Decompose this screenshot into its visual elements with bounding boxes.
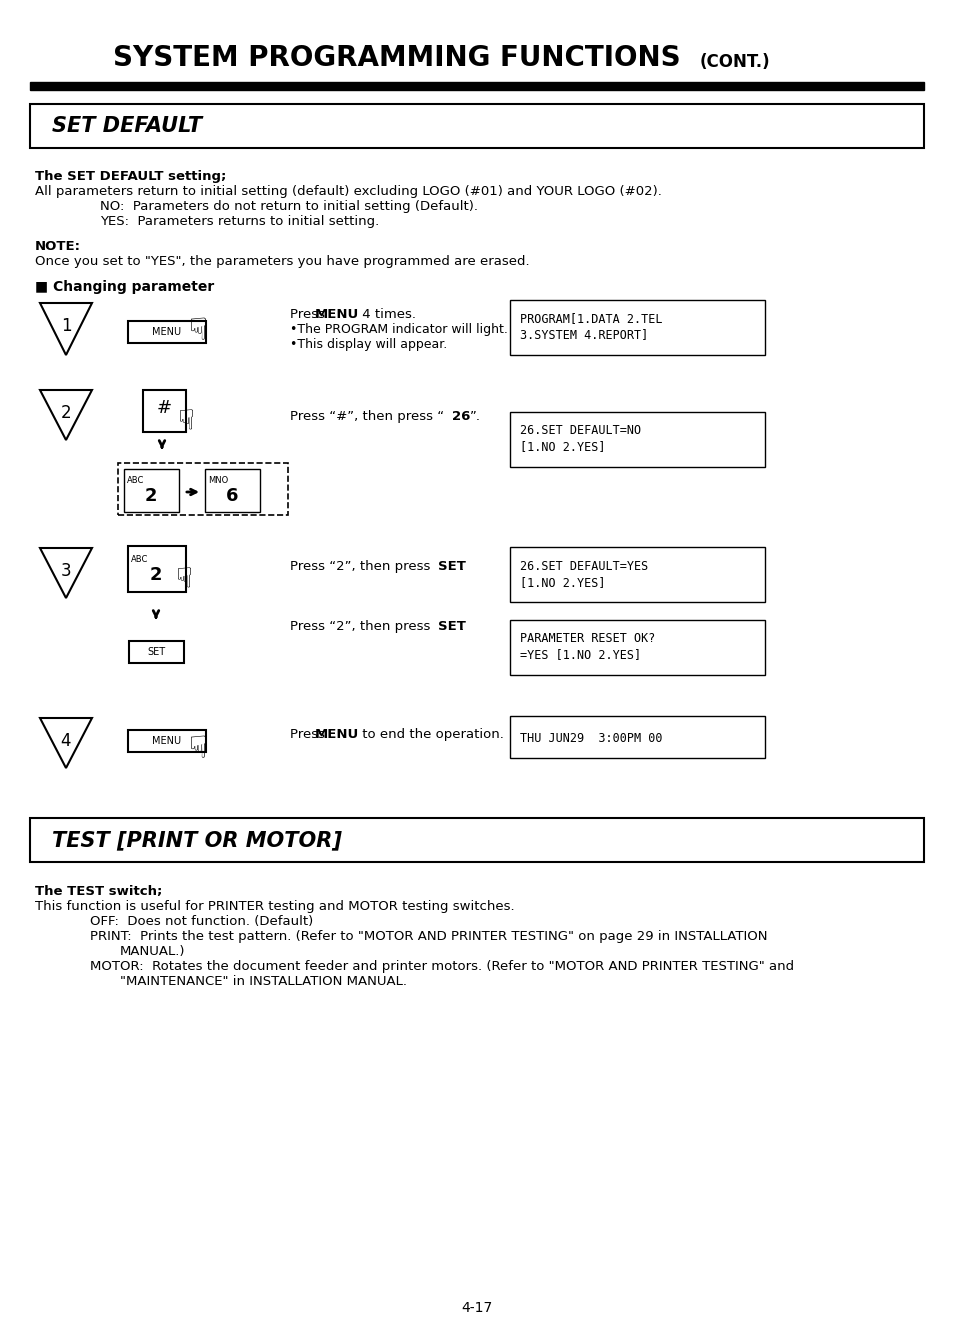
Text: NOTE:: NOTE: [35, 240, 81, 253]
FancyBboxPatch shape [205, 468, 260, 512]
Text: MENU: MENU [314, 308, 359, 321]
Text: YES:  Parameters returns to initial setting.: YES: Parameters returns to initial setti… [100, 215, 379, 228]
Text: Press: Press [290, 308, 329, 321]
Text: 2: 2 [150, 567, 162, 584]
Text: 1: 1 [61, 317, 71, 334]
Text: ☞: ☞ [178, 734, 208, 762]
Text: 26.SET DEFAULT=NO: 26.SET DEFAULT=NO [519, 425, 640, 437]
FancyBboxPatch shape [510, 717, 764, 758]
FancyBboxPatch shape [510, 620, 764, 675]
Text: (CONT.): (CONT.) [700, 53, 770, 72]
Text: 3: 3 [61, 563, 71, 580]
Text: The TEST switch;: The TEST switch; [35, 885, 162, 898]
Text: The SET DEFAULT setting;: The SET DEFAULT setting; [35, 170, 226, 183]
Text: 26.SET DEFAULT=YES: 26.SET DEFAULT=YES [519, 560, 648, 573]
Text: PARAMETER RESET OK?: PARAMETER RESET OK? [519, 632, 655, 645]
Text: to end the operation.: to end the operation. [357, 729, 503, 740]
Text: .: . [459, 620, 464, 633]
Text: 4 times.: 4 times. [357, 308, 416, 321]
Text: Press: Press [290, 729, 329, 740]
Text: #: # [156, 399, 172, 417]
Text: SYSTEM PROGRAMMING FUNCTIONS: SYSTEM PROGRAMMING FUNCTIONS [113, 44, 680, 72]
Text: OFF:  Does not function. (Default): OFF: Does not function. (Default) [90, 916, 313, 928]
Text: Press “#”, then press “: Press “#”, then press “ [290, 410, 444, 423]
Bar [128, 730, 206, 752]
FancyBboxPatch shape [510, 547, 764, 602]
FancyBboxPatch shape [143, 390, 186, 433]
FancyBboxPatch shape [124, 468, 179, 512]
Bar [128, 321, 206, 342]
Text: Once you set to "YES", the parameters you have programmed are erased.: Once you set to "YES", the parameters yo… [35, 255, 529, 268]
Text: MENU: MENU [152, 736, 181, 746]
Text: "MAINTENANCE" in INSTALLATION MANUAL.: "MAINTENANCE" in INSTALLATION MANUAL. [120, 975, 407, 989]
FancyBboxPatch shape [30, 817, 923, 863]
Text: ”.: ”. [470, 410, 480, 423]
Text: =YES [1.NO 2.YES]: =YES [1.NO 2.YES] [519, 648, 640, 661]
Text: ABC: ABC [127, 476, 144, 484]
Text: MENU: MENU [152, 326, 181, 337]
Text: ☞: ☞ [168, 407, 195, 433]
Text: MOTOR:  Rotates the document feeder and printer motors. (Refer to "MOTOR AND PRI: MOTOR: Rotates the document feeder and p… [90, 959, 793, 973]
Text: ☞: ☞ [166, 565, 193, 591]
Text: SET DEFAULT: SET DEFAULT [52, 115, 202, 135]
Text: THU JUN29  3:00PM 00: THU JUN29 3:00PM 00 [519, 733, 661, 744]
FancyBboxPatch shape [510, 300, 764, 356]
Text: PRINT:  Prints the test pattern. (Refer to "MOTOR AND PRINTER TESTING" on page 2: PRINT: Prints the test pattern. (Refer t… [90, 930, 767, 943]
Text: TEST [PRINT OR MOTOR]: TEST [PRINT OR MOTOR] [52, 829, 341, 851]
Text: 6: 6 [226, 487, 238, 506]
Text: SET: SET [437, 620, 465, 633]
Text: This function is useful for PRINTER testing and MOTOR testing switches.: This function is useful for PRINTER test… [35, 900, 514, 913]
Text: SET: SET [437, 560, 465, 573]
Text: 2: 2 [61, 403, 71, 422]
Text: All parameters return to initial setting (default) excluding LOGO (#01) and YOUR: All parameters return to initial setting… [35, 184, 661, 198]
FancyBboxPatch shape [118, 463, 288, 515]
Text: Press “2”, then press: Press “2”, then press [290, 620, 435, 633]
Text: 4-17: 4-17 [461, 1300, 492, 1315]
Text: .: . [459, 560, 464, 573]
Text: 26: 26 [452, 410, 470, 423]
Text: 2: 2 [145, 487, 157, 506]
Text: MNO: MNO [208, 476, 228, 484]
Text: ■ Changing parameter: ■ Changing parameter [35, 280, 214, 295]
Text: [1.NO 2.YES]: [1.NO 2.YES] [519, 441, 605, 453]
FancyBboxPatch shape [30, 104, 923, 149]
FancyBboxPatch shape [510, 411, 764, 467]
Text: 4: 4 [61, 733, 71, 750]
Text: •This display will appear.: •This display will appear. [290, 338, 447, 352]
Text: [1.NO 2.YES]: [1.NO 2.YES] [519, 576, 605, 589]
Text: SET: SET [147, 648, 165, 657]
Text: Press “2”, then press: Press “2”, then press [290, 560, 435, 573]
Text: MANUAL.): MANUAL.) [120, 945, 185, 958]
Text: 3.SYSTEM 4.REPORT]: 3.SYSTEM 4.REPORT] [519, 328, 648, 341]
FancyBboxPatch shape [128, 545, 186, 592]
Bar [30, 82, 923, 90]
Text: ☞: ☞ [178, 316, 208, 344]
Text: •The PROGRAM indicator will light.: •The PROGRAM indicator will light. [290, 322, 507, 336]
Text: PROGRAM[1.DATA 2.TEL: PROGRAM[1.DATA 2.TEL [519, 312, 661, 325]
Bar [129, 641, 184, 664]
Text: ABC: ABC [131, 555, 149, 564]
Text: MENU: MENU [314, 729, 359, 740]
Text: NO:  Parameters do not return to initial setting (Default).: NO: Parameters do not return to initial … [100, 200, 477, 214]
